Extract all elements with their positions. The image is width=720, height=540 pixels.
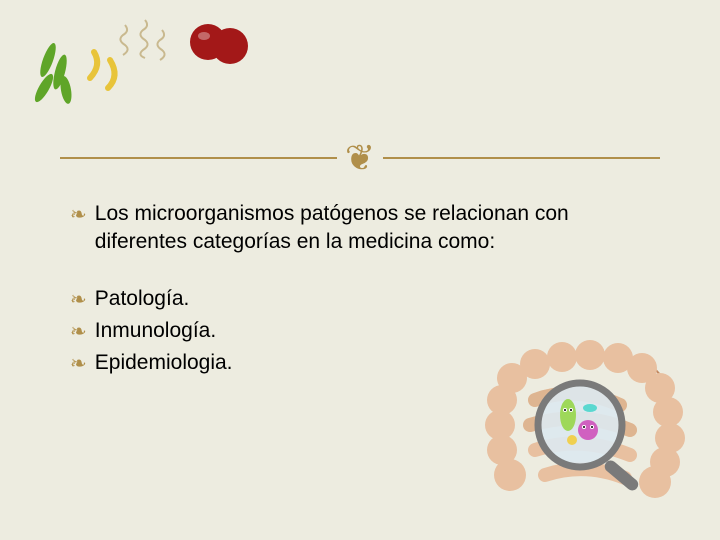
intestine-illustration — [480, 330, 690, 520]
list-item: ❧ Patología. — [70, 285, 660, 313]
bullet-icon: ❧ — [70, 351, 87, 378]
bacteria-yellow — [90, 52, 115, 88]
divider-line-left — [60, 157, 337, 159]
bacteria-illustration — [30, 10, 250, 110]
bacteria-green-rods — [32, 41, 74, 104]
bacteria-red-coccus — [190, 24, 248, 64]
slide: ❦ ❧ Los microorganismos patógenos se rel… — [0, 0, 720, 540]
divider-line-right — [383, 157, 660, 159]
intro-bullet: ❧ Los microorganismos patógenos se relac… — [70, 200, 660, 257]
divider: ❦ — [60, 140, 660, 176]
bullet-icon: ❧ — [70, 287, 87, 314]
bullet-icon: ❧ — [70, 319, 87, 346]
intro-text: Los microorganismos patógenos se relacio… — [95, 200, 660, 257]
divider-flourish-icon: ❦ — [345, 140, 375, 176]
list-item-text: Patología. — [95, 285, 660, 313]
bacteria-spirals — [120, 20, 164, 60]
bullet-icon: ❧ — [70, 202, 87, 229]
